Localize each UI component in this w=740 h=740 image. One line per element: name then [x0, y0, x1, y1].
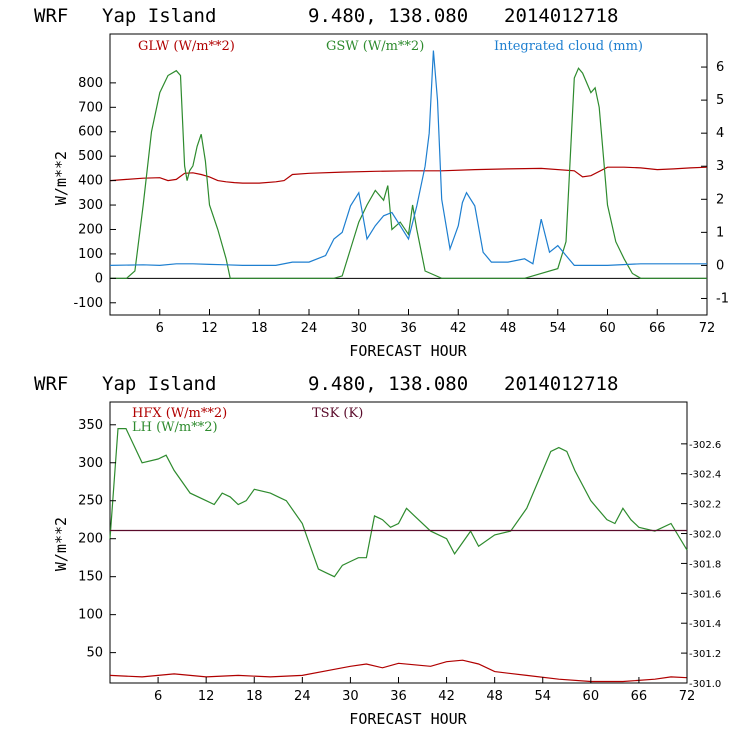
chart-2-y2tick-label: -302.6 [689, 440, 721, 451]
chart-1-xtick-label: 42 [450, 321, 467, 336]
chart-1-y2tick-label: 0 [716, 258, 724, 273]
chart-1-ytick-label: 500 [78, 149, 103, 164]
chart-2-model: WRF [34, 373, 68, 395]
chart-1-ytick-label: 700 [78, 100, 103, 115]
chart-2-y2tick-label: -301.2 [689, 649, 721, 660]
chart-1-y2tick-label: 3 [716, 159, 724, 174]
chart-1-coords: 9.480, 138.080 [308, 5, 468, 27]
chart-1-xtick-label: 6 [156, 321, 164, 336]
chart-1-series-gsw-line [110, 67, 707, 279]
chart-2-xtick-label: 18 [246, 689, 263, 704]
chart-1-xtick-label: 18 [251, 321, 268, 336]
chart-2-ytick-label: 350 [78, 418, 103, 433]
chart-1-y2tick-label: 1 [716, 225, 724, 240]
chart-1-location: Yap Island [102, 5, 216, 27]
chart-2-xtick-label: 72 [679, 689, 696, 704]
chart-2-xtick-label: 6 [154, 689, 162, 704]
chart-2-y2tick-label: -302.2 [689, 500, 721, 511]
chart-1-ytick-label: 300 [78, 198, 103, 213]
chart-2-xlabel: FORECAST HOUR [349, 710, 467, 728]
chart-2-y2tick-label: -302.0 [689, 530, 721, 541]
chart-2-location: Yap Island [102, 373, 216, 395]
chart-2-xtick-label: 60 [583, 689, 600, 704]
chart-1-xtick-label: 30 [350, 321, 367, 336]
chart-1-xlabel: FORECAST HOUR [349, 342, 467, 360]
chart-2-y2tick-label: -301.6 [689, 589, 721, 600]
chart-1-xtick-label: 48 [500, 321, 517, 336]
chart-1-xtick-label: 72 [699, 321, 716, 336]
chart-2-xtick-label: 24 [294, 689, 311, 704]
chart-1-y2tick-label: 4 [716, 126, 724, 141]
chart-1-run: 2014012718 [504, 5, 618, 27]
chart-1-xtick-label: 54 [549, 321, 566, 336]
chart-2-y2tick-label: -301.8 [689, 559, 721, 570]
chart-1-legend-gsw: GSW (W/m**2) [326, 39, 424, 54]
chart-1-ytick-label: 100 [78, 247, 103, 262]
chart-2-run: 2014012718 [504, 373, 618, 395]
chart-1-model: WRF [34, 5, 68, 27]
chart-1-series-glw-line [109, 166, 708, 184]
chart-1-xtick-label: 36 [400, 321, 417, 336]
chart-1-ytick-label: 0 [95, 271, 103, 286]
chart-2-xtick-label: 42 [438, 689, 455, 704]
chart-2-ytick-label: 200 [78, 532, 103, 547]
chart-2-legend-tsk: TSK (K) [312, 406, 363, 421]
chart-1-ylabel: W/m**2 [52, 151, 70, 205]
chart-1-xtick-label: 60 [599, 321, 616, 336]
chart-1-ytick-label: 600 [78, 125, 103, 140]
chart-1-y2tick-label: -1 [716, 291, 729, 306]
chart-1-series-integrated-line [109, 50, 707, 267]
chart-2-xtick-label: 48 [486, 689, 503, 704]
chart-1-ytick-label: -100 [73, 296, 103, 311]
chart-2-ytick-label: 50 [86, 646, 103, 661]
chart-2-xtick-label: 12 [198, 689, 215, 704]
chart-1-y2tick-label: 6 [716, 60, 724, 75]
chart-2-series-lh-line [109, 428, 688, 578]
chart-1-xtick-label: 66 [649, 321, 666, 336]
chart-2-ytick-label: 300 [78, 456, 103, 471]
chart-2-xtick-label: 30 [342, 689, 359, 704]
chart-1-xtick-label: 12 [201, 321, 218, 336]
chart-2-legend-lh: LH (W/m**2) [132, 420, 218, 435]
chart-1-ytick-label: 200 [78, 222, 103, 237]
chart-2-coords: 9.480, 138.080 [308, 373, 468, 395]
chart-1-y2tick-label: 5 [716, 93, 724, 108]
chart-2-ytick-label: 100 [78, 608, 103, 623]
chart-1-xtick-label: 24 [301, 321, 318, 336]
chart-2: WRF Yap Island 9.480, 138.080 2014012718… [34, 373, 721, 728]
chart-2-ytick-label: 250 [78, 494, 103, 509]
chart-2-ytick-label: 150 [78, 570, 103, 585]
chart-2-xtick-label: 36 [390, 689, 407, 704]
chart-2-ylabel: W/m**2 [52, 517, 70, 571]
chart-1-legend-glw: GLW (W/m**2) [138, 39, 235, 54]
chart-2-series-hfx-line [109, 659, 688, 683]
chart-2-frame [109, 401, 688, 684]
chart-2-y2tick-label: -301.0 [689, 679, 721, 690]
chart-1: WRF Yap Island 9.480, 138.080 2014012718… [34, 5, 729, 360]
chart-1-ytick-label: 400 [78, 174, 103, 189]
chart-2-xtick-label: 54 [534, 689, 551, 704]
chart-2-legend-hfx: HFX (W/m**2) [132, 406, 227, 421]
chart-1-ytick-label: 800 [78, 76, 103, 91]
chart-2-y2tick-label: -302.4 [689, 470, 721, 481]
chart-1-legend-cloud: Integrated cloud (mm) [494, 39, 643, 54]
chart-1-y2tick-label: 2 [716, 192, 724, 207]
chart-2-y2tick-label: -301.4 [689, 619, 721, 630]
chart-2-xtick-label: 66 [631, 689, 648, 704]
